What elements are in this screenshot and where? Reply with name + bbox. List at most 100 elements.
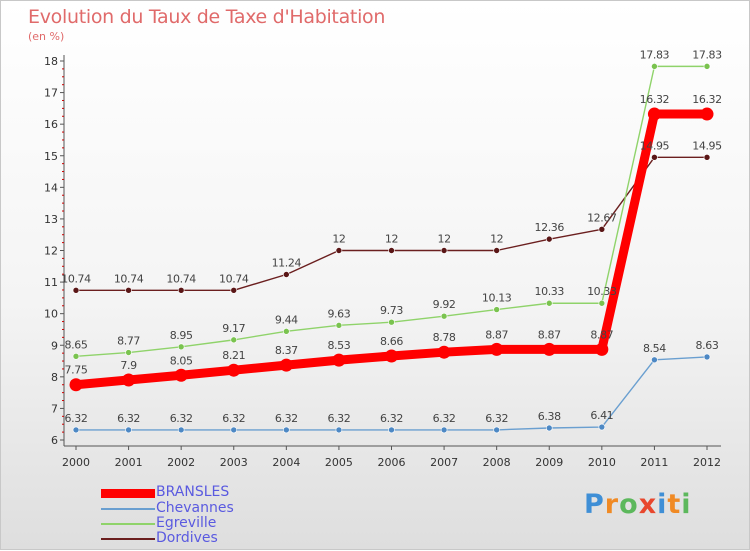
- data-point: [335, 247, 343, 254]
- data-point: [230, 286, 238, 294]
- data-label: 8.54: [643, 342, 666, 355]
- data-point: [335, 426, 343, 434]
- data-point: [125, 426, 132, 434]
- data-point: [440, 312, 448, 320]
- series-chevannes: [72, 353, 711, 434]
- data-point: [279, 358, 293, 372]
- data-label: 12: [437, 233, 450, 246]
- legend-item-chevannes: Chevannes: [101, 500, 301, 517]
- data-label: 12.67: [587, 211, 617, 224]
- data-label: 6.32: [485, 412, 508, 425]
- y-tick-label: 15: [44, 150, 58, 163]
- data-label: 8.66: [380, 335, 403, 348]
- data-point: [125, 286, 132, 294]
- legend-label: BRANSLES: [156, 484, 230, 500]
- series-dordives: [72, 154, 711, 294]
- data-point: [388, 318, 395, 326]
- data-point: [651, 154, 658, 161]
- data-label: 8.37: [275, 344, 298, 357]
- data-point: [230, 336, 238, 344]
- data-label: 6.32: [327, 412, 350, 425]
- data-point: [437, 345, 451, 359]
- data-label: 8.63: [696, 339, 719, 352]
- data-label: 10.33: [535, 285, 565, 298]
- logo-letter: r: [604, 489, 620, 520]
- data-label: 17.83: [692, 48, 722, 61]
- x-tick-label: 2006: [378, 456, 406, 469]
- data-label: 8.05: [170, 354, 193, 367]
- data-label: 8.65: [65, 338, 88, 351]
- data-point: [385, 349, 398, 363]
- data-label: 12: [490, 233, 503, 246]
- data-label: 6.32: [65, 412, 88, 425]
- y-tick-label: 13: [44, 213, 58, 226]
- data-label: 12: [332, 233, 345, 246]
- data-label: 8.53: [327, 339, 350, 352]
- legend-label: Egreville: [156, 515, 217, 531]
- legend-line-chevannes: [101, 508, 155, 510]
- y-tick-label: 10: [44, 308, 58, 321]
- data-point: [388, 426, 395, 434]
- data-labels: 10.74 10.74 10.74 10.74 11.24 12 12 12 12 12.36 12…: [61, 48, 722, 425]
- data-label: 17.83: [640, 48, 670, 61]
- chart-title: Evolution du Taux de Taxe d'Habitation: [28, 6, 386, 28]
- x-tick-label: 2003: [220, 456, 248, 469]
- data-point: [703, 353, 711, 361]
- data-label: 9.92: [433, 298, 456, 311]
- data-label: 8.87: [590, 328, 613, 341]
- logo-letter: i: [681, 489, 692, 520]
- data-point: [651, 63, 658, 70]
- data-point: [647, 107, 661, 121]
- data-point: [703, 63, 711, 70]
- data-label: 14.95: [692, 139, 722, 152]
- data-label: 10.74: [166, 272, 196, 285]
- data-point: [227, 363, 241, 377]
- data-point: [335, 322, 343, 329]
- x-tick-label: 2007: [430, 456, 458, 469]
- data-label: 16.32: [692, 93, 722, 106]
- data-label: 6.32: [433, 412, 456, 425]
- data-point: [69, 378, 83, 392]
- legend-item-dordives: Dordives: [101, 530, 301, 547]
- x-tick-label: 2012: [693, 456, 721, 469]
- y-tick-label: 12: [44, 245, 58, 258]
- data-point: [545, 235, 553, 243]
- x-tick-label: 2005: [325, 456, 353, 469]
- x-tick-label: 2002: [167, 456, 195, 469]
- series-egreville: [72, 63, 711, 360]
- data-point: [595, 342, 609, 356]
- data-point: [598, 423, 606, 431]
- data-label: 6.32: [380, 412, 403, 425]
- data-point: [283, 426, 290, 434]
- y-tick-label: 7: [51, 402, 58, 415]
- data-point: [545, 424, 553, 432]
- data-label: 8.87: [538, 328, 561, 341]
- data-point: [440, 247, 448, 254]
- legend-line-dordives: [101, 538, 155, 540]
- data-point: [72, 286, 80, 294]
- data-label: 8.78: [433, 331, 456, 344]
- data-label: 9.63: [327, 307, 350, 320]
- data-label: 10.13: [482, 292, 512, 305]
- data-point: [174, 368, 188, 382]
- data-label: 6.32: [170, 412, 193, 425]
- legend-item-egreville: Egreville: [101, 515, 301, 532]
- logo-letter: i: [657, 489, 668, 520]
- data-label: 9.73: [380, 304, 403, 317]
- data-label: 7.75: [65, 364, 88, 377]
- data-point: [177, 343, 185, 351]
- data-point: [283, 271, 290, 278]
- logo-letter: t: [667, 489, 682, 520]
- data-label: 8.87: [485, 328, 508, 341]
- x-tick-label: 2001: [115, 456, 143, 469]
- data-label: 12: [385, 233, 398, 246]
- y-tick-label: 14: [44, 181, 58, 194]
- x-tick-label: 2010: [588, 456, 616, 469]
- series-bransles: [69, 107, 714, 392]
- data-label: 16.32: [640, 93, 670, 106]
- y-tick-label: 9: [51, 339, 58, 352]
- data-label: 10.74: [219, 272, 249, 285]
- data-point: [651, 356, 658, 364]
